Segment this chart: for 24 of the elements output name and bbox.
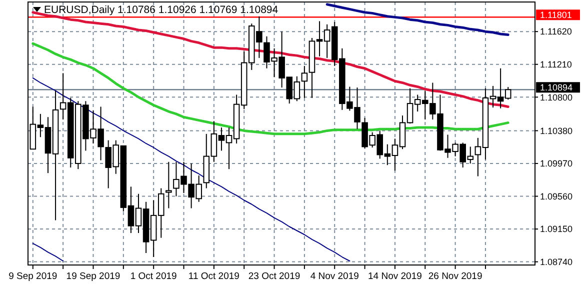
y-tick-label: 1.10380 bbox=[540, 126, 573, 136]
x-tick-label: 26 Nov 2019 bbox=[428, 271, 482, 282]
line-series bbox=[326, 3, 510, 36]
y-tick-label: 1.09150 bbox=[540, 224, 573, 234]
line-series bbox=[32, 42, 510, 136]
y-tick-label: 1.09970 bbox=[540, 158, 573, 169]
x-tick-label: 11 Oct 2019 bbox=[188, 271, 240, 282]
line-series bbox=[32, 77, 350, 262]
candlestick bbox=[166, 161, 172, 209]
x-tick-label: 23 Oct 2019 bbox=[248, 271, 300, 282]
chart-title: EURUSD,Daily 1.10786 1.10926 1.10769 1.10894 bbox=[44, 4, 278, 16]
x-tick-label: 4 Nov 2019 bbox=[310, 271, 359, 282]
x-tick-label: 1 Oct 2019 bbox=[130, 271, 177, 282]
y-tick-label: 1.10800 bbox=[540, 92, 573, 102]
y-tick-label: 1.08740 bbox=[540, 256, 573, 267]
y-tick-label: 1.11620 bbox=[540, 26, 572, 37]
x-tick-label: 9 Sep 2019 bbox=[8, 271, 58, 282]
ref-line-label: 1.10894 bbox=[540, 82, 573, 93]
line-series bbox=[32, 242, 64, 262]
ref-line-label: 1.11801 bbox=[540, 10, 572, 20]
x-tick-label: 19 Sep 2019 bbox=[66, 271, 120, 282]
y-tick-label: 1.11210 bbox=[540, 60, 572, 70]
y-tick-label: 1.09560 bbox=[540, 191, 573, 202]
x-tick-label: 14 Nov 2019 bbox=[368, 271, 422, 282]
